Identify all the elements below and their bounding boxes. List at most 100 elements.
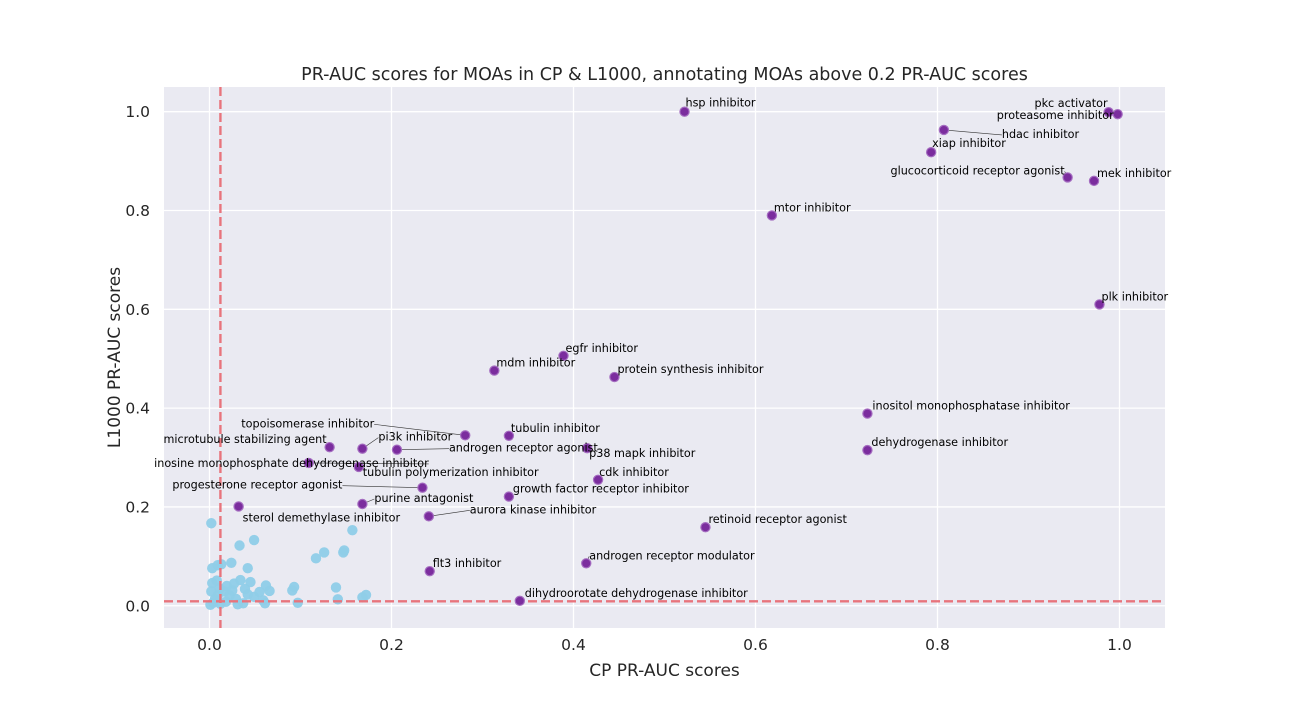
annotation-label: p38 mapk inhibitor xyxy=(589,447,696,460)
annotation-label: microtubule stabilizing agent xyxy=(163,433,327,446)
y-tick-label: 0.4 xyxy=(125,400,150,418)
annotation-leader-line xyxy=(342,485,423,488)
data-point xyxy=(242,563,253,574)
data-point xyxy=(330,582,342,593)
data-point xyxy=(227,585,238,596)
annotation-label: mek inhibitor xyxy=(1097,167,1172,180)
annotated-point xyxy=(1094,299,1105,310)
annotation-leader-line xyxy=(396,448,449,450)
annotation-label: androgen receptor modulator xyxy=(589,549,755,562)
grid-lines xyxy=(164,87,1165,628)
annotated-point xyxy=(233,501,244,512)
data-point xyxy=(206,518,217,529)
annotation-label: growth factor receptor inhibitor xyxy=(513,483,689,496)
annotated-point xyxy=(581,442,593,454)
annotation-label: pi3k inhibitor xyxy=(378,431,452,444)
y-tick-label: 0.6 xyxy=(125,301,150,319)
annotated-point xyxy=(558,350,569,361)
annotated-point xyxy=(503,430,515,442)
x-tick-label: 0.8 xyxy=(925,636,950,654)
data-point xyxy=(318,547,330,558)
annotated-point xyxy=(423,511,435,522)
annotation-label: retinoid receptor agonist xyxy=(708,513,847,526)
annotation-label: tubulin polymerization inhibitor xyxy=(363,466,539,479)
annotated-point xyxy=(391,444,403,455)
annotation-label: pkc activator xyxy=(1034,97,1107,110)
annotation-label: hsp inhibitor xyxy=(686,97,756,110)
data-point xyxy=(206,586,217,597)
data-point xyxy=(248,534,260,546)
annotation-leader-line xyxy=(943,129,1002,136)
annotated-point xyxy=(353,461,364,473)
annotated-point xyxy=(592,474,604,485)
x-tick-label: 1.0 xyxy=(1107,636,1132,654)
annotation-label: plk inhibitor xyxy=(1101,290,1168,303)
annotation-label: hdac inhibitor xyxy=(1002,128,1080,141)
annotation-label: proteasome inhibitor xyxy=(997,109,1114,122)
annotated-points xyxy=(233,106,1123,607)
data-point xyxy=(287,585,298,596)
annotated-point xyxy=(417,482,428,493)
data-point xyxy=(264,585,275,597)
annotated-point xyxy=(679,106,690,117)
y-tick-label: 0.8 xyxy=(125,202,150,220)
annotation-label: flt3 inhibitor xyxy=(433,557,502,570)
annotated-point xyxy=(700,522,711,533)
annotated-point xyxy=(357,443,368,454)
y-tick-label: 1.0 xyxy=(125,103,150,121)
data-point xyxy=(207,563,218,574)
annotated-point xyxy=(460,430,471,441)
annotated-point xyxy=(1062,172,1073,183)
data-point xyxy=(239,583,251,595)
annotated-point xyxy=(609,371,620,383)
annotated-point xyxy=(581,558,592,569)
annotation-label: cdk inhibitor xyxy=(599,466,669,479)
annotation-label: aurora kinase inhibitor xyxy=(470,503,597,516)
y-tick-label: 0.2 xyxy=(125,498,150,516)
data-point xyxy=(234,540,245,551)
annotation-label: dihydroorotate dehydrogenase inhibitor xyxy=(525,587,748,600)
annotation-label: purine antagonist xyxy=(374,492,474,505)
data-point xyxy=(338,545,350,556)
annotation-label: xiap inhibitor xyxy=(932,137,1006,150)
annotation-label: topoisomerase inhibitor xyxy=(241,417,374,430)
annotated-point xyxy=(424,565,435,577)
annotated-point xyxy=(514,595,526,607)
y-axis-label: L1000 PR-AUC scores xyxy=(105,267,125,448)
threshold-lines xyxy=(164,87,1165,628)
annotation-label: mdm inhibitor xyxy=(496,357,575,370)
data-point xyxy=(292,597,303,609)
plot-background xyxy=(164,87,1165,628)
annotation-label: dehydrogenase inhibitor xyxy=(871,436,1008,449)
annotation-label: glucocorticoid receptor agonist xyxy=(891,164,1066,177)
annotation-label: inositol monophosphatase inhibitor xyxy=(872,400,1070,413)
x-tick-label: 0.0 xyxy=(197,636,222,654)
data-point xyxy=(310,553,322,564)
x-tick-label: 0.4 xyxy=(561,636,586,654)
annotated-point xyxy=(1088,175,1100,187)
annotation-label: mtor inhibitor xyxy=(774,201,851,214)
annotation-label: androgen receptor agonist xyxy=(449,442,598,455)
data-point xyxy=(235,574,246,586)
annotated-point xyxy=(938,124,950,136)
x-tick-label: 0.2 xyxy=(379,636,404,654)
data-point xyxy=(347,524,358,536)
data-point xyxy=(357,592,368,603)
annotation-leader-line xyxy=(428,510,470,517)
annotated-point xyxy=(303,457,314,469)
y-tick-label: 0.0 xyxy=(125,597,150,615)
data-point xyxy=(332,594,344,605)
annotated-point xyxy=(925,147,937,158)
data-point xyxy=(226,557,237,568)
annotated-point xyxy=(766,210,778,221)
annotated-point xyxy=(357,498,368,510)
tick-labels: 0.0 0.2 0.4 0.6 0.8 1.0 0.0 0.2 0.4 0.6 0.8 1.0 xyxy=(125,103,1131,654)
annotation-label: sterol demethylase inhibitor xyxy=(243,511,401,524)
x-tick-label: 0.6 xyxy=(743,636,768,654)
annotation-label: tubulin inhibitor xyxy=(511,422,600,435)
chart-title: PR-AUC scores for MOAs in CP & L1000, an… xyxy=(301,65,1028,85)
annotated-point xyxy=(324,441,335,453)
x-axis-label: CP PR-AUC scores xyxy=(589,661,740,681)
